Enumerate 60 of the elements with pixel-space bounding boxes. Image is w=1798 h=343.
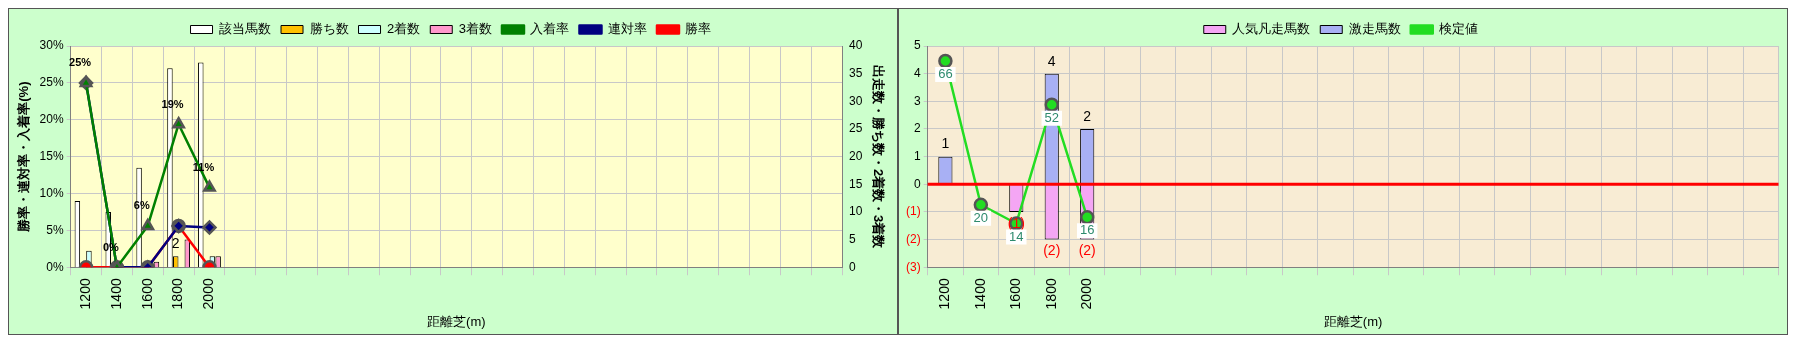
y-tick-label: 0% [46,259,64,274]
data-label: (2) [1043,242,1061,259]
y-tick-label: 1 [913,148,921,163]
y-tick-label: (2) [905,231,921,246]
legend-label: 3着数 [458,21,492,37]
y2-tick-label: 0 [849,259,857,274]
legend-label: 検定値 [1439,21,1479,37]
data-label: 4 [1047,52,1056,69]
data-label: 20 [973,209,989,225]
legend-label: 勝ち数 [309,21,349,37]
y-tick-label: (1) [905,204,921,219]
y2-tick-label: 40 [849,38,863,53]
x-tick-label: 1200 [936,278,953,310]
x-tick-label: 1800 [1042,278,1059,310]
data-label: 66 [938,66,953,82]
y-tick-label: 30% [39,38,64,53]
data-label: 1 [941,135,950,152]
legend-label: 2着数 [387,21,421,37]
x-tick-label: 1400 [107,278,124,310]
x-tick-label: 1400 [971,278,988,310]
y-tick-label: 10% [39,185,64,200]
x-axis-title: 距離芝(m) [427,313,486,329]
x-tick-label: 2000 [200,278,217,310]
y-tick-label: 5% [46,222,64,237]
y2-tick-label: 25 [849,121,863,136]
y2-tick-label: 35 [849,65,863,80]
y-tick-label: (3) [905,259,921,274]
legend-label: 入着率 [530,21,570,37]
x-axis-title: 距離芝(m) [1323,313,1383,329]
data-label: 25% [69,56,92,69]
data-label: 52 [1044,109,1059,125]
x-tick-label: 1600 [1007,278,1024,310]
data-label: 16 [1079,222,1095,238]
y2-axis-title: 出走数・勝ち数・2着数・3着数 [870,64,886,250]
legend-label: 人気凡走馬数 [1232,21,1311,37]
data-label: 2 [1083,107,1092,124]
x-tick-label: 1200 [76,278,93,310]
legend-label: 勝率 [685,21,712,37]
x-tick-label: 2000 [1078,278,1095,310]
y-tick-label: 2 [913,121,921,136]
y-tick-label: 5 [913,38,921,53]
y-tick-label: 20% [39,112,64,127]
y2-tick-label: 30 [849,93,863,108]
y-tick-label: 3 [913,93,921,108]
y2-tick-label: 20 [849,148,863,163]
y-tick-label: 0 [913,176,921,191]
y-tick-label: 4 [913,65,921,80]
y2-tick-label: 5 [849,231,857,246]
x-tick-label: 1800 [169,278,186,310]
legend-label: 該当馬数 [219,21,272,37]
legend-label: 連対率 [607,21,647,37]
x-tick-label: 1600 [138,278,155,310]
y-tick-label: 15% [39,148,64,163]
y-tick-label: 25% [39,75,64,90]
data-label: 2 [171,235,180,252]
y-axis-title: 勝率・連対率・入着率(%) [16,81,32,233]
legend-label: 激走馬数 [1348,21,1401,37]
y2-tick-label: 10 [849,204,863,219]
y2-tick-label: 15 [849,176,863,191]
data-label: (2) [1078,242,1096,259]
